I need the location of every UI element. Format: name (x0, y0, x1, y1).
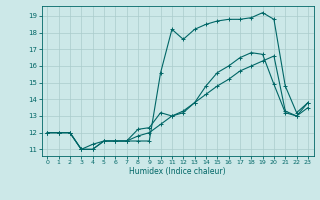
X-axis label: Humidex (Indice chaleur): Humidex (Indice chaleur) (129, 167, 226, 176)
